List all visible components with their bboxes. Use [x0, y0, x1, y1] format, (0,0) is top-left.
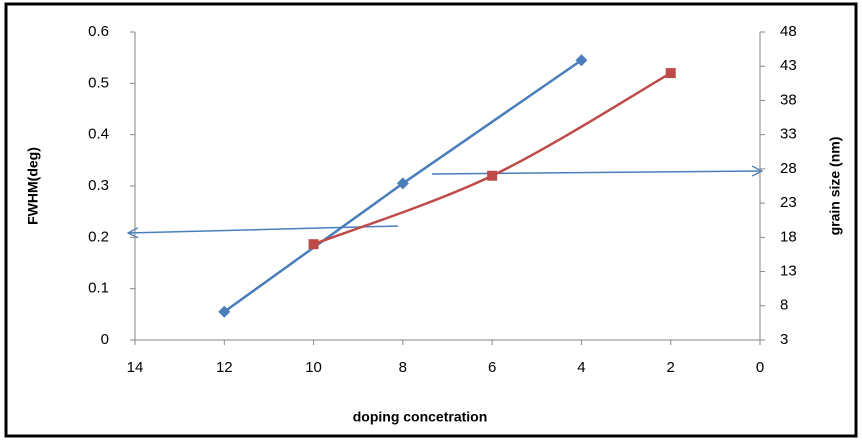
- marker: [665, 68, 676, 79]
- x-axis-title: doping concetration: [353, 409, 488, 425]
- x-tick-label: 4: [577, 359, 585, 376]
- y2-tick-label: 3: [780, 331, 788, 348]
- y2-tick-label: 48: [780, 23, 797, 40]
- x-tick-label: 10: [305, 359, 322, 376]
- x-tick-label: 12: [216, 359, 233, 376]
- y-tick-label: 0.4: [88, 126, 109, 143]
- y2-tick-label: 8: [780, 297, 788, 314]
- y-tick-label: 0.6: [88, 23, 109, 40]
- y-tick-label: 0: [101, 331, 109, 348]
- y2-tick-label: 38: [780, 91, 797, 108]
- y2-tick-label: 43: [780, 57, 797, 74]
- annotation-arrow: [431, 171, 762, 174]
- marker: [487, 170, 498, 181]
- x-tick-label: 2: [667, 359, 675, 376]
- y-tick-label: 0.2: [88, 228, 109, 245]
- marker: [575, 54, 588, 67]
- marker: [396, 177, 409, 190]
- y2-axis-title: grain size (nm): [827, 137, 843, 236]
- annotation-arrow: [128, 225, 399, 233]
- y2-tick-label: 33: [780, 126, 797, 143]
- y2-tick-label: 23: [780, 194, 797, 211]
- y-tick-label: 0.5: [88, 74, 109, 91]
- y2-tick-label: 18: [780, 228, 797, 245]
- x-tick-label: 8: [399, 359, 407, 376]
- y2-tick-label: 28: [780, 160, 797, 177]
- marker: [218, 305, 231, 318]
- x-tick-label: 14: [127, 359, 144, 376]
- x-tick-label: 0: [756, 359, 764, 376]
- x-tick-label: 6: [488, 359, 496, 376]
- marker: [308, 239, 319, 250]
- y2-tick-label: 13: [780, 263, 797, 280]
- y-tick-label: 0.3: [88, 177, 109, 194]
- y-axis-title: FWHM(deg): [25, 147, 41, 225]
- y-tick-label: 0.1: [88, 280, 109, 297]
- chart-frame: [4, 2, 858, 438]
